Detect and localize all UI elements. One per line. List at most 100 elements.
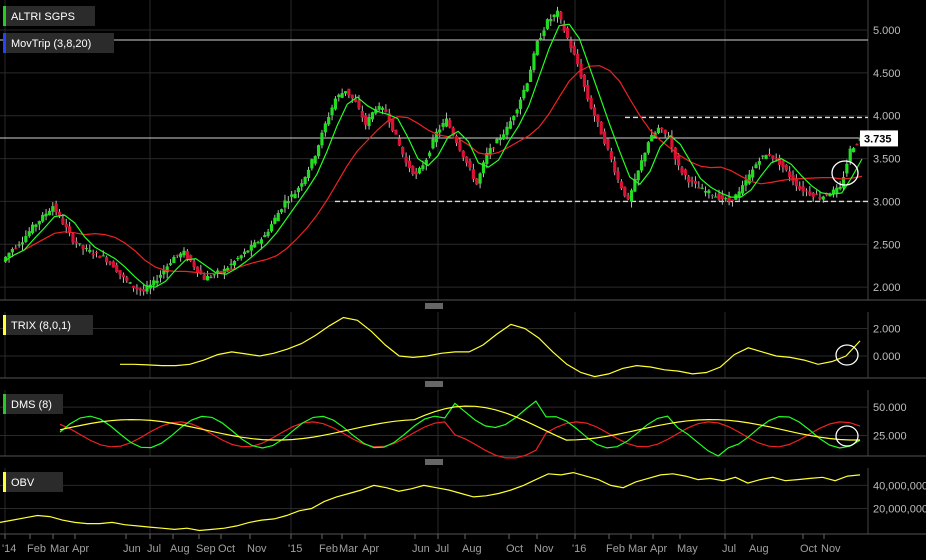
candle-body	[804, 190, 809, 192]
candle-body	[343, 91, 348, 94]
price-axis-tick-label: 3.500	[873, 154, 901, 166]
candle-body	[242, 251, 247, 255]
x-axis-tick-label: Jun	[123, 543, 141, 555]
candle-body	[263, 235, 267, 237]
candle-body	[323, 123, 327, 133]
candle-body	[562, 23, 566, 31]
x-axis-tick-label: Mar	[50, 543, 69, 555]
x-axis-tick-label: '16	[572, 543, 586, 555]
x-axis-tick-label: Aug	[749, 543, 769, 555]
candle-body	[448, 120, 452, 128]
candle-body	[209, 276, 213, 278]
candle-body	[290, 194, 294, 197]
candle-body	[808, 191, 812, 195]
candle-body	[589, 97, 593, 109]
candle-body	[623, 186, 627, 197]
candle-body	[145, 286, 149, 292]
candle-body	[428, 152, 432, 157]
candle-body	[44, 213, 48, 217]
candle-body	[744, 180, 748, 186]
candle-body	[7, 252, 11, 258]
candle-body	[111, 261, 115, 268]
candle-body	[380, 107, 385, 110]
candle-body	[185, 251, 189, 259]
candle-body	[14, 247, 18, 249]
candle-body	[394, 129, 398, 135]
candle-body	[125, 277, 129, 281]
candle-body	[616, 171, 620, 180]
candle-body	[539, 37, 543, 41]
x-axis-tick-label: Feb	[319, 543, 338, 555]
candle-body	[599, 121, 603, 135]
candle-body	[724, 198, 728, 200]
candle-body	[168, 263, 173, 265]
candle-body	[165, 266, 169, 273]
candle-body	[404, 156, 408, 163]
candle-body	[737, 191, 741, 198]
candle-body	[306, 169, 311, 178]
price-axis-tick-label: 2.000	[873, 282, 901, 294]
candle-body	[414, 171, 418, 175]
candle-body	[465, 156, 469, 163]
candle-body	[367, 117, 371, 126]
x-axis-tick-label: Apr	[362, 543, 379, 555]
candle-body	[613, 161, 617, 173]
candle-body	[660, 127, 664, 130]
candle-body	[801, 186, 805, 192]
candle-body	[525, 83, 529, 92]
candle-body	[471, 169, 475, 179]
candle-body	[629, 190, 634, 202]
candle-body	[461, 150, 465, 158]
candle-body	[374, 109, 378, 114]
candle-body	[192, 261, 196, 267]
candle-body	[687, 176, 691, 183]
candle-body	[101, 255, 105, 257]
candle-body	[47, 210, 52, 216]
candle-body	[444, 118, 449, 127]
candle-body	[814, 193, 819, 195]
candle-body	[535, 40, 539, 55]
candle-body	[34, 224, 38, 227]
candle-body	[764, 155, 768, 159]
candle-body	[757, 161, 761, 165]
candle-body	[354, 98, 358, 102]
legend-color-swatch	[3, 394, 6, 414]
candle-body	[468, 161, 472, 168]
candle-body	[135, 287, 139, 290]
candle-body	[771, 155, 775, 159]
price-axis-tick-label: 3.000	[873, 196, 901, 208]
candle-body	[431, 138, 435, 149]
legend-label: DMS (8)	[11, 399, 52, 411]
candle-body	[199, 270, 203, 275]
candle-body	[71, 234, 75, 243]
legend-box	[3, 315, 93, 335]
dms-minus-line	[59, 421, 861, 459]
candle-body	[327, 116, 331, 125]
x-axis-tick-label: Feb	[606, 543, 625, 555]
candle-body	[700, 187, 704, 189]
candle-body	[330, 107, 334, 116]
adx-line	[59, 405, 860, 441]
candle-body	[586, 84, 590, 100]
candle-body	[91, 253, 95, 255]
ma-slow-line	[3, 65, 863, 275]
x-axis-tick-label: Feb	[27, 543, 46, 555]
candle-body	[606, 139, 610, 149]
highlight-circle	[835, 344, 859, 366]
candle-body	[677, 155, 681, 166]
candle-body	[841, 177, 846, 188]
candle-body	[835, 187, 839, 193]
candle-body	[216, 270, 220, 273]
candle-body	[707, 190, 711, 194]
last-price-tag	[860, 130, 898, 147]
candle-body	[522, 89, 526, 99]
candle-body	[680, 167, 684, 173]
legend-box	[3, 33, 114, 53]
x-axis-tick-label: Jul	[147, 543, 161, 555]
candle-body	[27, 231, 31, 237]
candle-body	[747, 174, 751, 184]
candle-body	[663, 129, 667, 134]
candle-body	[364, 115, 368, 125]
